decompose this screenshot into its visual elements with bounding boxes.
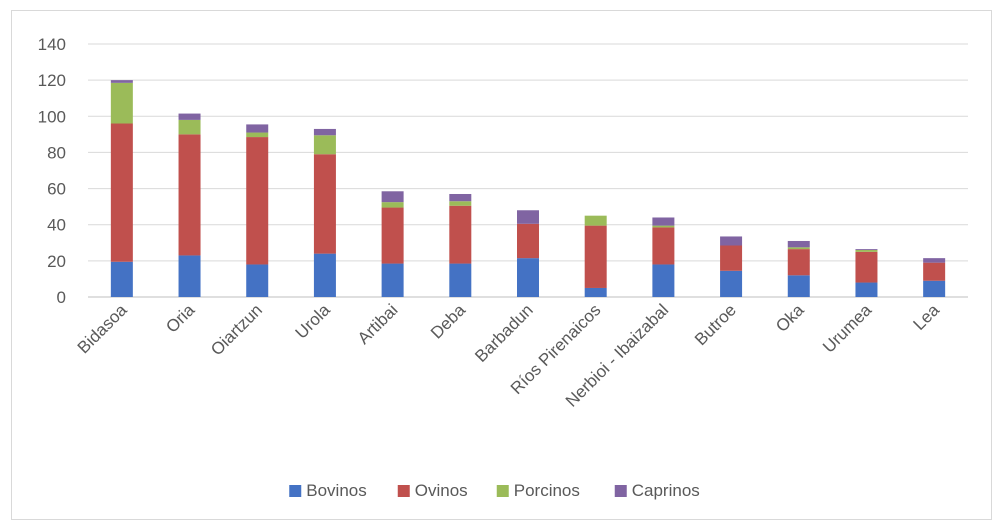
bar-segment-porcinos	[449, 201, 472, 206]
bar-segment-caprinos	[855, 249, 878, 251]
bar-segment-bovinos	[652, 264, 675, 297]
bar-segment-bovinos	[720, 270, 743, 297]
bar-segment-caprinos	[652, 217, 675, 226]
x-category-label: Oria	[162, 300, 199, 337]
bar-segment-porcinos	[787, 247, 810, 250]
x-category-label: Urola	[292, 300, 335, 343]
y-tick-label: 40	[47, 216, 66, 235]
legend-swatch-bovinos	[289, 485, 302, 497]
bar-segment-ovinos	[449, 205, 472, 264]
bar-segment-caprinos	[787, 240, 810, 248]
bar-segment-ovinos	[110, 123, 133, 262]
legend-swatch-caprinos	[614, 485, 627, 497]
bar-segment-porcinos	[381, 202, 404, 208]
bar-segment-bovinos	[855, 282, 878, 297]
x-axis-categories: Bidasoa Oria Oiartzun Urola Artibai Deba Barba…	[74, 300, 944, 411]
bar-segment-caprinos	[178, 113, 201, 120]
bar-segment-ovinos	[787, 249, 810, 276]
bar-segment-bovinos	[246, 264, 269, 297]
legend-label-ovinos: Ovinos	[415, 481, 468, 500]
y-tick-label: 20	[47, 252, 66, 271]
y-tick-label: 80	[47, 143, 66, 162]
bar-segment-ovinos	[517, 223, 539, 259]
bar-segment-ovinos	[855, 251, 878, 283]
bar-segment-caprinos	[720, 236, 743, 246]
bar-segment-caprinos	[381, 191, 404, 203]
y-tick-label: 100	[38, 107, 66, 126]
gridlines	[88, 43, 968, 298]
x-category-label: Butroe	[691, 300, 740, 349]
bar-segment-bovinos	[787, 275, 810, 297]
bar-segment-bovinos	[313, 253, 336, 297]
bar-segment-porcinos	[652, 225, 675, 228]
y-axis-ticks: 0 20 40 60 80 100 120 140	[38, 35, 66, 307]
bar-segment-porcinos	[855, 250, 878, 252]
bar-segment-porcinos	[110, 82, 133, 124]
bar-segment-bovinos	[584, 287, 607, 297]
bar-segment-bovinos	[923, 280, 946, 297]
bar-segment-ovinos	[178, 134, 201, 256]
bar-segment-caprinos	[449, 193, 472, 202]
legend: Bovinos Ovinos Porcinos Caprinos	[289, 481, 700, 500]
legend-label-porcinos: Porcinos	[514, 481, 580, 500]
x-category-label: Artibai	[354, 300, 402, 348]
legend-label-caprinos: Caprinos	[632, 481, 700, 500]
y-tick-label: 140	[38, 35, 66, 54]
bar-segment-porcinos	[584, 215, 607, 226]
x-category-label: Lea	[909, 300, 943, 334]
bar-segment-ovinos	[381, 207, 404, 264]
x-category-label: Oiartzun	[207, 300, 266, 359]
bar-segment-bovinos	[381, 263, 404, 297]
bar-segment-ovinos	[652, 227, 675, 265]
y-tick-label: 0	[57, 288, 66, 307]
bar-segment-porcinos	[178, 119, 201, 135]
legend-swatch-ovinos	[397, 485, 410, 497]
bar-segment-bovinos	[110, 261, 133, 297]
bar-segment-ovinos	[720, 245, 743, 271]
x-category-label: Bidasoa	[74, 300, 131, 357]
x-category-label: Deba	[427, 300, 470, 343]
legend-swatch-porcinos	[496, 485, 509, 497]
bar-segment-bovinos	[449, 263, 472, 297]
x-category-label: Oka	[772, 300, 808, 336]
bar-segment-caprinos	[246, 124, 269, 133]
bar-segment-ovinos	[313, 154, 336, 254]
bar-segment-caprinos	[110, 80, 133, 83]
chart-frame	[11, 10, 992, 520]
x-category-label: Barbadun	[471, 300, 537, 366]
y-tick-label: 60	[47, 180, 66, 199]
legend-label-bovinos: Bovinos	[306, 481, 366, 500]
y-tick-label: 120	[38, 71, 66, 90]
bar-segment-ovinos	[246, 137, 269, 265]
bar-segment-bovinos	[178, 255, 201, 297]
bar-segment-ovinos	[584, 225, 607, 288]
bar-segment-porcinos	[246, 132, 269, 138]
bar-segment-bovinos	[517, 258, 539, 297]
bar-segment-caprinos	[313, 128, 336, 136]
bar-segment-caprinos	[517, 210, 539, 224]
x-category-label: Urumea	[819, 300, 876, 357]
bars	[110, 80, 946, 297]
bar-segment-ovinos	[923, 262, 946, 281]
bar-segment-porcinos	[313, 135, 336, 155]
bar-segment-caprinos	[923, 258, 946, 263]
